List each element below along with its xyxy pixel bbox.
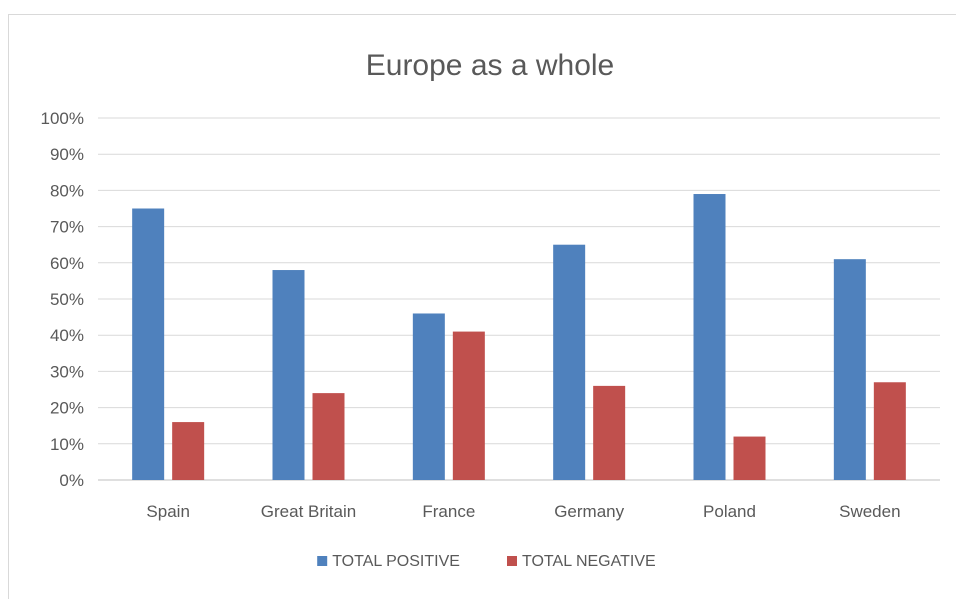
y-axis-ticks: 0% 10% 20% 30% 40% 50% 60% 70% 80% 90% 100% — [41, 109, 84, 490]
bars — [132, 194, 906, 480]
legend-label: TOTAL NEGATIVE — [522, 553, 656, 570]
bar-total-positive-france — [412, 313, 445, 480]
y-tick-label: 40% — [50, 326, 84, 345]
bar-total-positive-poland — [693, 194, 726, 480]
y-tick-label: 70% — [50, 218, 84, 237]
x-category-label: France — [422, 502, 475, 521]
bar-total-negative-spain — [172, 422, 205, 480]
gridlines — [98, 117, 940, 481]
bar-total-positive-germany — [553, 244, 586, 480]
chart-frame — [8, 14, 956, 599]
y-tick-label: 90% — [50, 145, 84, 164]
x-category-label: Germany — [554, 502, 624, 521]
y-tick-label: 10% — [50, 435, 84, 454]
y-tick-label: 50% — [50, 290, 84, 309]
y-tick-label: 30% — [50, 362, 84, 381]
bar-total-negative-sweden — [873, 382, 906, 480]
bar-total-positive-sweden — [833, 259, 866, 480]
y-tick-label: 80% — [50, 181, 84, 200]
x-category-label: Poland — [703, 502, 756, 521]
y-tick-label: 60% — [50, 254, 84, 273]
bar-total-positive-great-britain — [272, 270, 305, 480]
y-tick-label: 100% — [41, 109, 84, 128]
bar-total-positive-spain — [132, 208, 165, 480]
chart-title: Europe as a whole — [366, 49, 615, 82]
y-tick-label: 0% — [59, 471, 84, 490]
bar-total-negative-poland — [733, 436, 766, 480]
legend-label: TOTAL POSITIVE — [332, 553, 460, 570]
y-tick-label: 20% — [50, 399, 84, 418]
x-axis-labels: Spain Great Britain France Germany Poland Swe… — [146, 502, 900, 521]
x-category-label: Sweden — [839, 502, 900, 521]
bar-total-negative-great-britain — [312, 393, 345, 480]
x-category-label: Spain — [146, 502, 189, 521]
legend-swatch — [317, 556, 328, 566]
bar-total-negative-germany — [593, 385, 626, 480]
bar-total-negative-france — [452, 331, 485, 480]
x-category-label: Great Britain — [261, 502, 356, 521]
legend: TOTAL POSITIVE TOTAL NEGATIVE — [317, 553, 656, 570]
legend-swatch — [507, 556, 517, 566]
